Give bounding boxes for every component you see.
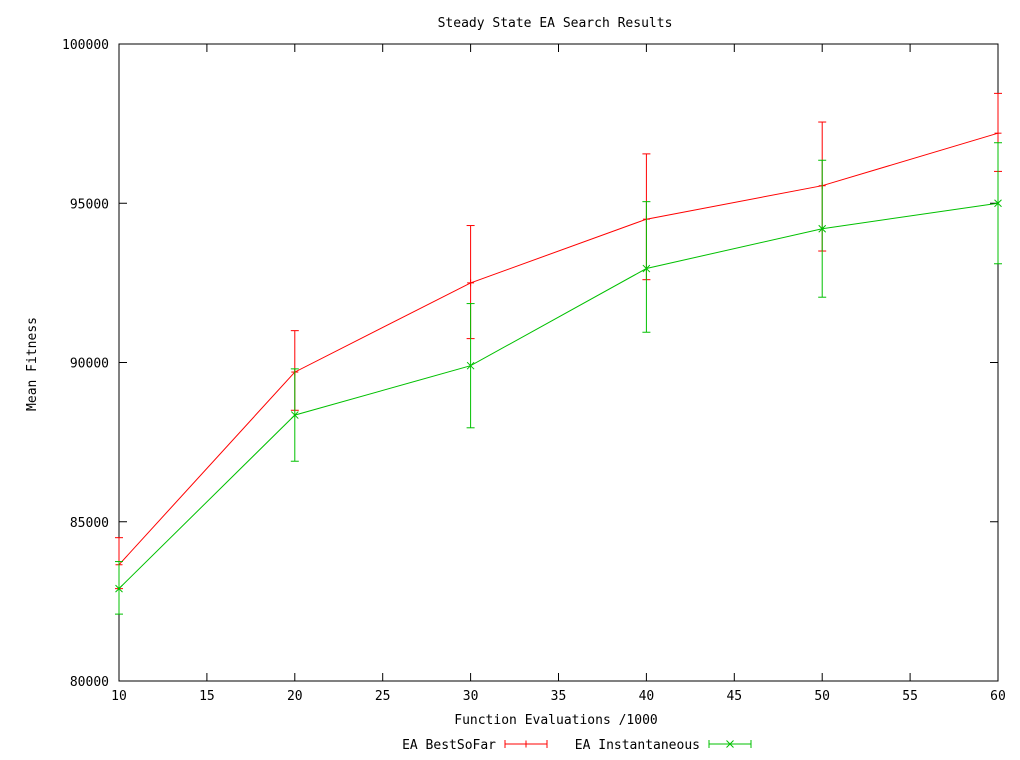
chart-title: Steady State EA Search Results: [438, 16, 673, 31]
x-tick-label: 10: [111, 689, 127, 704]
y-tick-label: 90000: [70, 357, 109, 372]
data-point: [290, 411, 299, 419]
x-tick-label: 45: [726, 689, 742, 704]
series-line: [118, 132, 999, 566]
series-line: [118, 202, 999, 589]
x-axis-label: Function Evaluations /1000: [454, 713, 658, 728]
legend: EA BestSoFar EA Instantaneous: [402, 738, 752, 753]
series-layer: [115, 92, 1002, 615]
plot-frame: [118, 43, 999, 682]
legend-sample-marker: [726, 740, 734, 748]
y-tick-label: 85000: [70, 516, 109, 531]
x-tick-label: 50: [814, 689, 830, 704]
y-tick-label: 80000: [70, 675, 109, 690]
y-axis-label: Mean Fitness: [25, 317, 40, 411]
x-tick-label: 30: [463, 689, 479, 704]
x-tick-label: 55: [902, 689, 918, 704]
series-1: [115, 92, 1002, 590]
legend-label-series-2: EA Instantaneous: [575, 738, 700, 753]
y-tick-label: 95000: [70, 197, 109, 212]
data-point: [818, 224, 827, 233]
series-2: [115, 142, 1002, 615]
data-point: [994, 199, 1002, 208]
data-point: [466, 361, 475, 370]
x-tick-label: 20: [287, 689, 303, 704]
legend-label-series-1: EA BestSoFar: [402, 738, 496, 753]
axes: 10 15 20 25 30 35 40 45 50 55 60 80000 85000 90000 950…: [62, 38, 1006, 704]
data-point: [642, 264, 651, 273]
x-tick-label: 15: [199, 689, 215, 704]
x-tick-label: 60: [990, 689, 1006, 704]
y-tick-label: 100000: [62, 38, 109, 53]
x-tick-label: 35: [551, 689, 567, 704]
x-tick-label: 25: [375, 689, 391, 704]
x-tick-label: 40: [639, 689, 655, 704]
data-point: [115, 584, 123, 593]
